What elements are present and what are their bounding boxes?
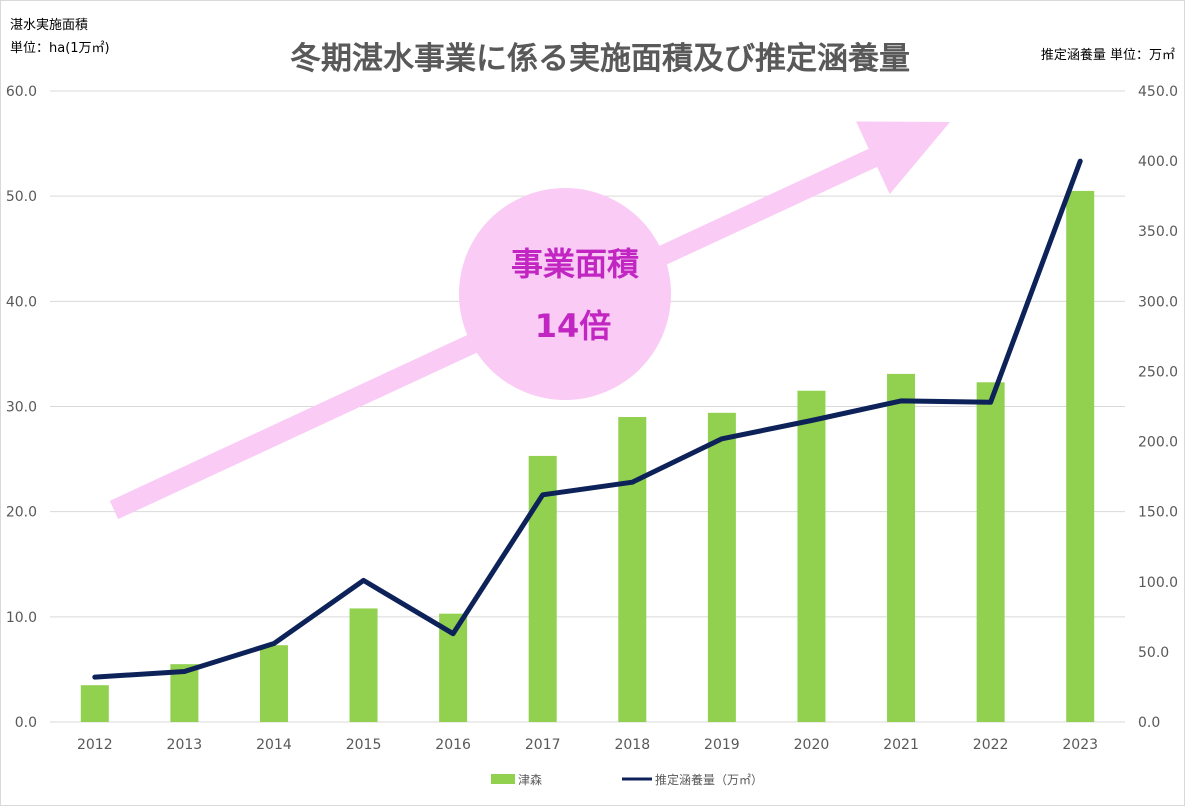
line-point-2015 (361, 578, 366, 583)
legend-bar-label: 津森 (518, 772, 542, 787)
bar-2021 (887, 373, 916, 722)
left-axis-tick-label: 60.0 (6, 84, 37, 100)
x-axis-tick-label: 2012 (77, 737, 113, 753)
bar-2017 (528, 455, 557, 722)
line-point-2023 (1078, 159, 1083, 164)
bar-2022 (976, 382, 1005, 722)
bar-2023 (1066, 190, 1095, 723)
line-series (92, 158, 1083, 680)
left-axis-caption-line1: 湛水実施面積 (10, 17, 88, 33)
bar-2020 (797, 390, 826, 722)
line-point-2016 (451, 631, 456, 636)
right-axis-tick-label: 450.0 (1138, 84, 1178, 100)
x-axis-tick-label: 2014 (256, 737, 292, 753)
left-axis-tick-label: 0.0 (15, 715, 37, 731)
right-axis-tick-label: 350.0 (1138, 224, 1178, 240)
left-axis-tick-label: 40.0 (6, 294, 37, 310)
line-point-2017 (540, 492, 545, 497)
x-axis-tick-label: 2021 (883, 737, 919, 753)
line-point-2013 (182, 669, 187, 674)
x-axis-tick-label: 2019 (704, 737, 740, 753)
x-axis-tick-label: 2023 (1062, 737, 1098, 753)
right-axis-tick-label: 400.0 (1138, 154, 1178, 170)
left-axis-ticks: 0.0 10.0 20.0 30.0 40.0 50.0 60.0 (6, 84, 37, 731)
annotation-text-line2: 14倍 (535, 307, 612, 345)
line-point-2020 (809, 418, 814, 423)
annotation-text-line1: 事業面積 (511, 245, 639, 283)
right-axis-tick-label: 150.0 (1138, 505, 1178, 521)
right-axis-tick-label: 0.0 (1138, 715, 1160, 731)
x-axis-tick-label: 2017 (525, 737, 561, 753)
right-axis-ticks: 0.0 50.0 100.0 150.0 200.0 250.0 300.0 350.0 400… (1138, 84, 1178, 731)
line-point-2012 (92, 675, 97, 680)
bar-2015 (349, 608, 378, 722)
x-axis-tick-label: 2016 (435, 737, 471, 753)
left-axis-tick-label: 50.0 (6, 189, 37, 205)
x-axis-tick-label: 2022 (973, 737, 1009, 753)
legend-bar-swatch (491, 774, 515, 784)
left-axis-caption-line2: 単位：ha(1万㎡) (10, 40, 110, 56)
x-axis-tick-label: 2015 (346, 737, 382, 753)
x-axis-tick-label: 2013 (167, 737, 203, 753)
bar-2019 (707, 412, 736, 722)
right-axis-tick-label: 100.0 (1138, 575, 1178, 591)
annotation-circle (459, 188, 671, 400)
line-point-2021 (899, 398, 904, 403)
bar-2018 (618, 417, 647, 722)
left-axis-tick-label: 10.0 (6, 610, 37, 626)
bar-series (80, 190, 1095, 723)
right-axis-tick-label: 200.0 (1138, 435, 1178, 451)
legend: 津森 推定涵養量（万㎡） (491, 772, 763, 787)
line-point-2018 (630, 480, 635, 485)
bar-2014 (259, 645, 288, 722)
gridlines (50, 90, 1125, 723)
line-point-2022 (988, 400, 993, 405)
right-axis-tick-label: 50.0 (1138, 645, 1169, 661)
right-axis-tick-label: 300.0 (1138, 294, 1178, 310)
x-axis-tick-label: 2018 (614, 737, 650, 753)
left-axis-tick-label: 20.0 (6, 505, 37, 521)
left-axis-tick-label: 30.0 (6, 400, 37, 416)
x-axis-ticks: 2012 2013 2014 2015 2016 2017 2018 2019 2020 2021… (77, 737, 1098, 753)
line-point-2019 (719, 436, 724, 441)
right-axis-caption: 推定涵養量 単位：万㎡ (1041, 47, 1175, 63)
x-axis-tick-label: 2020 (794, 737, 830, 753)
bar-2012 (80, 685, 109, 722)
chart-title: 冬期湛水事業に係る実施面積及び推定涵養量 (290, 41, 910, 77)
line-point-2014 (271, 641, 276, 646)
growth-arrow-annotation: 事業面積 14倍 (109, 121, 951, 520)
line-path (92, 158, 1083, 680)
right-axis-tick-label: 250.0 (1138, 364, 1178, 380)
legend-line-label: 推定涵養量（万㎡） (655, 772, 763, 787)
